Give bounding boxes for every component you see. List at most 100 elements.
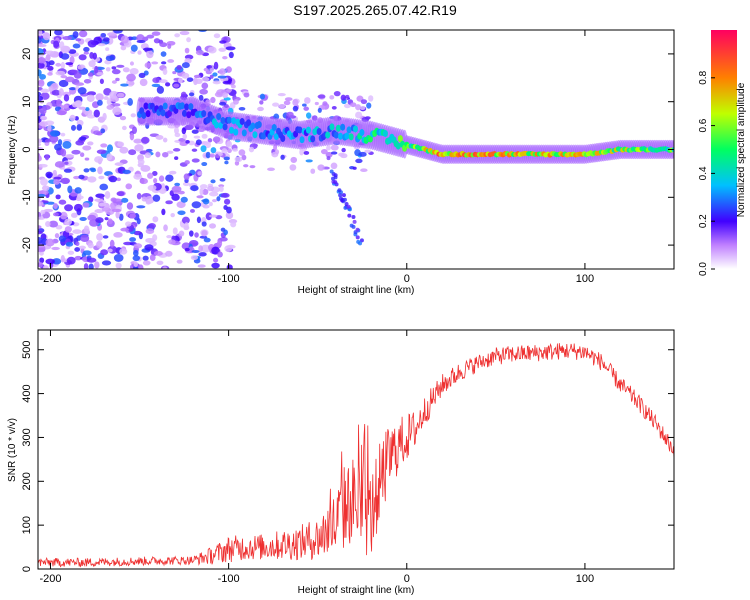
spectrogram-noise-blob — [107, 248, 113, 253]
spectrogram-noise-blob — [210, 179, 216, 184]
spectrogram-branch-blob — [352, 219, 357, 224]
spectrogram-branch-blob — [355, 235, 360, 240]
spectrogram-noise-blob — [132, 266, 139, 269]
spectrogram-noise-blob — [152, 216, 159, 223]
spectrogram-noise-blob — [64, 226, 72, 233]
spectrogram-noise-blob — [119, 213, 124, 221]
spectrogram-noise-blob — [65, 76, 75, 83]
spectrogram-noise-blob — [79, 216, 87, 221]
spectrogram-noise-blob — [185, 124, 194, 131]
spectrogram-noise-blob — [38, 111, 41, 117]
spectrogram-ridge-cell — [231, 117, 237, 125]
spectrogram-noise-blob — [172, 148, 181, 152]
spectrogram-branch-blob — [333, 173, 338, 178]
spectrogram-noise-blob — [64, 218, 72, 226]
spectrogram-noise-blob — [83, 78, 92, 84]
spectrogram-noise-blob — [115, 210, 120, 219]
spectrogram-noise-blob — [304, 97, 311, 104]
spectrogram-noise-blob — [95, 93, 104, 101]
spectrogram-noise-blob — [106, 153, 113, 161]
spectrogram-ridge-cell — [233, 128, 239, 136]
spectrogram-noise-blob — [230, 221, 237, 228]
spectrogram-noise-blob — [130, 113, 136, 118]
spectrogram-noise-blob — [195, 139, 202, 146]
snr-x-axis-label: Height of straight line (km) — [298, 585, 415, 596]
snr-y-tick-label: 500 — [21, 341, 33, 359]
spectrogram-noise-blob — [47, 72, 53, 76]
spectrogram-noise-blob — [67, 250, 75, 255]
spectrogram-noise-blob — [113, 253, 124, 262]
spectrogram-noise-blob — [94, 156, 104, 163]
spectrogram-noise-blob — [176, 64, 182, 71]
spectrogram-noise-blob — [48, 220, 59, 228]
spectrogram-noise-blob — [211, 246, 220, 255]
spectrogram-noise-blob — [207, 138, 213, 143]
spectrogram-noise-blob — [173, 83, 180, 88]
spectrogram-noise-blob — [200, 244, 211, 253]
spectrogram-noise-blob — [210, 96, 216, 104]
spectrogram-noise-blob — [86, 114, 96, 119]
spectrogram-ridge-cell — [256, 121, 262, 129]
spectrogram-noise-blob — [68, 49, 77, 54]
spectrogram-noise-blob — [119, 115, 127, 121]
spectrogram-noise-blob — [112, 107, 122, 116]
spectrogram-noise-blob — [171, 193, 180, 201]
spectrogram-noise-blob — [73, 203, 83, 212]
spectrogram-noise-blob — [159, 42, 168, 48]
spectrogram-ridge-cell — [241, 129, 247, 137]
spectrogram-noise-blob — [317, 94, 326, 99]
spectrogram-noise-blob — [60, 75, 68, 79]
spectrogram-branch-blob — [347, 213, 352, 218]
spectrogram-ridge-cell — [250, 122, 256, 130]
spectrogram-noise-blob — [181, 127, 187, 135]
spectrogram-noise-blob — [38, 37, 42, 44]
spectrogram-noise-blob — [163, 224, 168, 232]
spectrogram-noise-blob — [165, 250, 173, 257]
spectrogram-noise-blob — [91, 125, 99, 132]
spectrogram-noise-blob — [144, 152, 152, 159]
spectrogram-ridge-cell — [160, 109, 166, 117]
spectrogram-noise-blob — [196, 216, 202, 224]
spectrogram-noise-blob — [209, 153, 215, 158]
spectrogram-noise-blob — [125, 183, 133, 190]
spectrogram-ridge-cell — [382, 130, 388, 138]
spectrogram-noise-blob — [94, 198, 104, 202]
spectrogram-y-ticks: 20 10 0 -10 -20 — [21, 48, 674, 253]
spectrogram-noise-blob — [96, 233, 104, 241]
spectrogram-noise-blob — [194, 78, 203, 84]
snr-y-tick-label: 100 — [21, 516, 33, 534]
spectrogram-noise-blob — [205, 212, 213, 221]
spectrogram-noise-blob — [184, 160, 190, 165]
spectrogram-noise-blob — [162, 137, 168, 143]
spectrogram-noise-blob — [102, 112, 107, 121]
spectrogram-noise-blob — [117, 141, 125, 147]
spectrogram-noise-blob — [115, 77, 120, 82]
spectrogram-ridge-cell — [205, 116, 211, 124]
spectrogram-noise-blob — [136, 34, 145, 42]
spectrogram-branch-blob — [346, 204, 351, 209]
spectrogram-y-tick-label: 20 — [21, 48, 33, 60]
spectrogram-noise-blob — [102, 37, 110, 42]
spectrogram-ridge-cell — [214, 121, 220, 129]
spectrogram-noise-blob — [127, 98, 133, 106]
spectrogram-noise-blob — [38, 200, 44, 207]
spectrogram-noise-blob — [289, 164, 297, 171]
spectrogram-ridge-cell — [335, 124, 341, 132]
spectrogram-ridge-cell — [395, 142, 401, 150]
spectrogram-noise-blob — [39, 257, 45, 264]
spectrogram-noise-blob — [220, 227, 226, 232]
spectrogram-noise-blob — [39, 189, 49, 196]
spectrogram-noise-blob — [210, 147, 217, 154]
spectrogram-noise-blob — [100, 128, 106, 134]
snr-panel: -200 -100 0 100 0 100 200 300 400 500 Height of … — [7, 329, 675, 596]
spectrogram-noise-blob — [329, 95, 335, 100]
spectrogram-noise-blob — [136, 218, 141, 225]
spectrogram-noise-blob — [218, 152, 223, 156]
spectrogram-ridge-cell — [340, 123, 346, 131]
spectrogram-ridge-cell — [222, 123, 228, 131]
spectrogram-branch-blob — [355, 227, 360, 232]
spectrogram-noise-blob — [253, 143, 258, 148]
spectrogram-noise-blob — [225, 211, 234, 220]
spectrogram-noise-blob — [111, 69, 121, 75]
colorbar-tick-label: 0.2 — [698, 214, 709, 228]
